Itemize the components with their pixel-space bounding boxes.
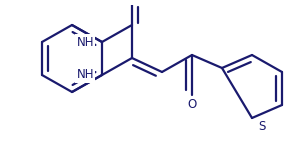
Text: O: O: [128, 0, 137, 4]
Text: NH: NH: [76, 35, 94, 49]
Text: NH: NH: [76, 69, 94, 82]
Text: S: S: [258, 120, 266, 133]
Text: O: O: [187, 98, 197, 111]
